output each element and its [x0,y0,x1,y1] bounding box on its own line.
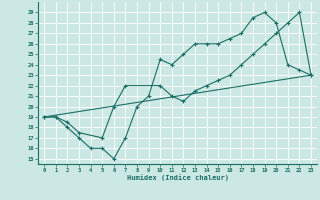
X-axis label: Humidex (Indice chaleur): Humidex (Indice chaleur) [127,175,228,181]
